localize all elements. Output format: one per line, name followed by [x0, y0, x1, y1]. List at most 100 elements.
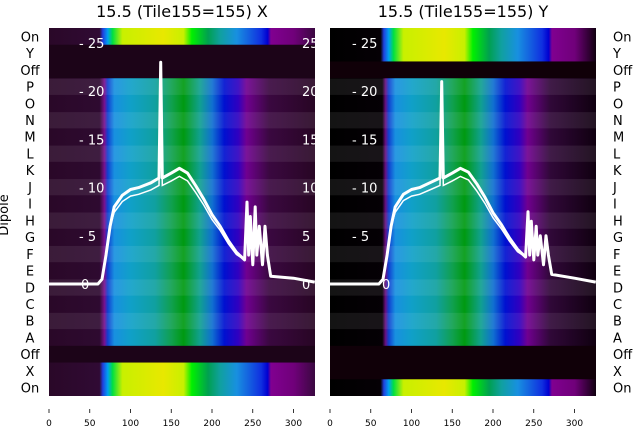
row-label: On — [613, 30, 631, 45]
row-label: M — [613, 131, 624, 146]
heatmap-row-a — [330, 329, 596, 347]
row-label: H — [25, 214, 35, 229]
heatmap-row-o — [49, 94, 315, 113]
row-label: G — [25, 231, 35, 246]
row-label: B — [613, 315, 622, 330]
overlay-y-tick: - 5 — [79, 230, 96, 245]
row-label: On — [21, 30, 39, 45]
heatmap-row-g — [330, 228, 596, 246]
heatmap-row-off — [330, 345, 596, 364]
x-tick-label: 300 — [566, 419, 583, 429]
heatmap-row-p — [330, 78, 596, 96]
heatmap-row-m — [49, 128, 315, 146]
overlay-y-tick: 0 — [382, 278, 390, 293]
row-label: M — [24, 131, 35, 146]
x-tick-label: 200 — [203, 419, 220, 429]
overlay-y-tick: - 5 — [352, 230, 369, 245]
row-label: X — [26, 365, 35, 380]
heatmap-row-n — [330, 111, 596, 129]
heatmap-row-p — [49, 78, 315, 96]
panel-title-y: 15.5 (Tile155=155) Y — [378, 2, 549, 21]
row-label: O — [613, 97, 623, 112]
row-label: Off — [613, 348, 633, 363]
y-axis-label: Dipole — [0, 194, 12, 235]
row-label: Off — [20, 64, 40, 79]
overlay-y-tick-right: 20 — [302, 85, 319, 100]
row-label: C — [613, 298, 622, 313]
row-label: I — [28, 198, 32, 213]
heatmap-row-i — [330, 195, 596, 213]
x-tick-label: 50 — [365, 419, 377, 429]
row-label: E — [613, 265, 621, 280]
heatmap-row-j — [49, 178, 315, 196]
x-tick-label: 0 — [46, 419, 52, 429]
x-tick-label: 150 — [163, 419, 180, 429]
heatmap-row-b — [49, 312, 315, 330]
heatmap-row-y — [49, 44, 315, 62]
row-label: E — [26, 265, 34, 280]
overlay-y-tick-right: 0 — [302, 278, 310, 293]
row-label: G — [613, 231, 623, 246]
row-label: H — [613, 214, 623, 229]
row-label: D — [613, 281, 623, 296]
row-label: Y — [25, 47, 34, 62]
heatmap-row-d — [49, 278, 315, 297]
heatmap-row-i — [49, 195, 315, 213]
row-label: L — [613, 147, 621, 162]
heatmap-row-off — [330, 61, 596, 79]
heatmap-row-e — [49, 262, 315, 280]
overlay-y-tick-right: 10 — [302, 182, 319, 197]
heatmap-row-c — [330, 295, 596, 313]
row-label: N — [613, 114, 623, 129]
overlay-y-tick-right: 15 — [302, 133, 319, 148]
row-label: K — [26, 164, 35, 179]
x-tick-label: 50 — [84, 419, 96, 429]
row-label: B — [26, 315, 35, 330]
heatmap-row-l — [49, 145, 315, 163]
row-label: O — [25, 97, 35, 112]
panel-title-x: 15.5 (Tile155=155) X — [96, 2, 268, 21]
overlay-y-tick: - 10 — [79, 182, 104, 197]
x-tick-label: 0 — [327, 419, 333, 429]
row-label: A — [613, 331, 622, 346]
overlay-y-tick: - 25 — [352, 37, 377, 52]
row-label: F — [613, 248, 620, 263]
heatmap-row-off — [49, 345, 315, 364]
row-label: L — [26, 147, 34, 162]
row-label: F — [26, 248, 33, 263]
row-label: J — [612, 181, 617, 196]
row-label: I — [613, 198, 617, 213]
overlay-y-tick-right: 5 — [302, 230, 310, 245]
x-tick-label: 100 — [403, 419, 420, 429]
heatmap-row-f — [330, 245, 596, 263]
heatmap-row-c — [49, 295, 315, 313]
overlay-y-tick-right: 25 — [302, 37, 319, 52]
row-label: On — [613, 382, 631, 397]
heatmap-row-b — [330, 312, 596, 330]
row-label: N — [25, 114, 35, 129]
heatmap-row-e — [330, 262, 596, 280]
heatmap-row-h — [330, 212, 596, 230]
row-label: D — [25, 281, 35, 296]
spectrum-line-variant — [49, 77, 315, 285]
row-label: J — [27, 181, 32, 196]
row-label: A — [26, 331, 35, 346]
heatmap-row-h — [49, 212, 315, 230]
heatmap-row-y — [330, 44, 596, 62]
heatmap-row-o — [330, 94, 596, 113]
heatmap-row-x — [49, 362, 315, 380]
heatmap-row-n — [49, 111, 315, 129]
heatmap-row-x — [330, 362, 596, 380]
heatmap-row-on — [49, 28, 315, 46]
heatmap-row-on — [330, 28, 596, 46]
row-label: C — [25, 298, 34, 313]
heatmap-row-f — [49, 245, 315, 263]
x-tick-label: 300 — [285, 419, 302, 429]
row-label: K — [613, 164, 622, 179]
row-label: X — [613, 365, 622, 380]
overlay-y-tick: - 20 — [352, 85, 377, 100]
overlay-y-tick: - 15 — [79, 133, 104, 148]
